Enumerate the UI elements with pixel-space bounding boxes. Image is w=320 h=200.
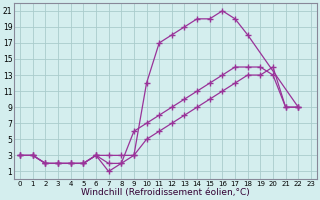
X-axis label: Windchill (Refroidissement éolien,°C): Windchill (Refroidissement éolien,°C) <box>81 188 250 197</box>
